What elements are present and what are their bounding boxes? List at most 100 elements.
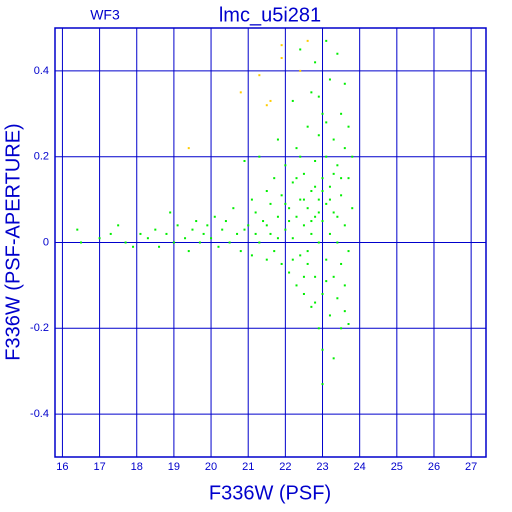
point <box>328 78 331 81</box>
point <box>310 190 313 193</box>
point <box>321 383 324 386</box>
point <box>317 327 320 330</box>
point <box>224 220 227 223</box>
point <box>295 177 298 180</box>
point <box>269 99 272 102</box>
y-tick-label: 0.2 <box>34 151 49 163</box>
point <box>239 91 242 94</box>
x-tick-label: 21 <box>242 461 254 473</box>
point <box>276 237 279 240</box>
point <box>310 91 313 94</box>
x-tick-label: 25 <box>391 461 403 473</box>
point <box>314 301 317 304</box>
point <box>299 254 302 257</box>
point <box>351 155 354 158</box>
point <box>325 121 328 124</box>
point <box>98 237 101 240</box>
y-tick-label: 0 <box>43 236 49 248</box>
plot-frame <box>54 27 487 458</box>
point <box>291 181 294 184</box>
point <box>310 232 313 235</box>
point <box>340 262 343 265</box>
point <box>314 185 317 188</box>
point <box>340 112 343 115</box>
point <box>351 207 354 210</box>
point <box>310 305 313 308</box>
point <box>295 215 298 218</box>
point <box>314 61 317 64</box>
point <box>325 202 328 205</box>
x-tick-label: 17 <box>93 461 105 473</box>
point <box>191 228 194 231</box>
point <box>302 292 305 295</box>
point <box>336 164 339 167</box>
point <box>328 314 331 317</box>
x-tick-label: 16 <box>56 461 68 473</box>
point <box>236 232 239 235</box>
point <box>321 112 324 115</box>
x-tick-label: 24 <box>354 461 366 473</box>
y-axis-label: F336W (PSF-APERTURE) <box>2 123 24 360</box>
point <box>250 254 253 257</box>
point <box>146 237 149 240</box>
point <box>332 357 335 360</box>
point <box>280 194 283 197</box>
point <box>176 224 179 227</box>
point <box>258 241 261 244</box>
point <box>187 147 190 150</box>
point <box>254 232 257 235</box>
point <box>321 220 324 223</box>
point <box>321 348 324 351</box>
point <box>328 198 331 201</box>
point <box>314 159 317 162</box>
x-tick-label: 20 <box>205 461 217 473</box>
point <box>343 310 346 313</box>
point <box>265 104 268 107</box>
point <box>306 250 309 253</box>
point <box>343 147 346 150</box>
point <box>306 39 309 42</box>
point <box>217 245 220 248</box>
point <box>288 207 291 210</box>
point <box>280 44 283 47</box>
point <box>299 69 302 72</box>
x-tick-label: 23 <box>316 461 328 473</box>
y-tick-label: 0.4 <box>34 65 49 77</box>
point <box>247 224 250 227</box>
point <box>325 39 328 42</box>
point <box>243 159 246 162</box>
point <box>258 155 261 158</box>
point <box>328 232 331 235</box>
point <box>210 237 213 240</box>
point <box>273 250 276 253</box>
point <box>306 262 309 265</box>
point <box>317 134 320 137</box>
point <box>172 241 175 244</box>
point <box>310 220 313 223</box>
point <box>328 185 331 188</box>
point <box>158 245 161 248</box>
point <box>132 245 135 248</box>
point <box>332 275 335 278</box>
y-tick-label: -0.4 <box>30 408 49 420</box>
point <box>336 52 339 55</box>
point <box>336 297 339 300</box>
point <box>291 99 294 102</box>
point <box>265 258 268 261</box>
point <box>288 220 291 223</box>
point <box>343 284 346 287</box>
point <box>202 232 205 235</box>
point <box>347 250 350 253</box>
point <box>213 215 216 218</box>
point <box>343 82 346 85</box>
point <box>343 224 346 227</box>
point <box>340 177 343 180</box>
point <box>109 232 112 235</box>
point <box>269 202 272 205</box>
point <box>221 228 224 231</box>
point <box>317 241 320 244</box>
point <box>332 138 335 141</box>
point <box>117 224 120 227</box>
point <box>280 262 283 265</box>
x-tick-label: 22 <box>279 461 291 473</box>
